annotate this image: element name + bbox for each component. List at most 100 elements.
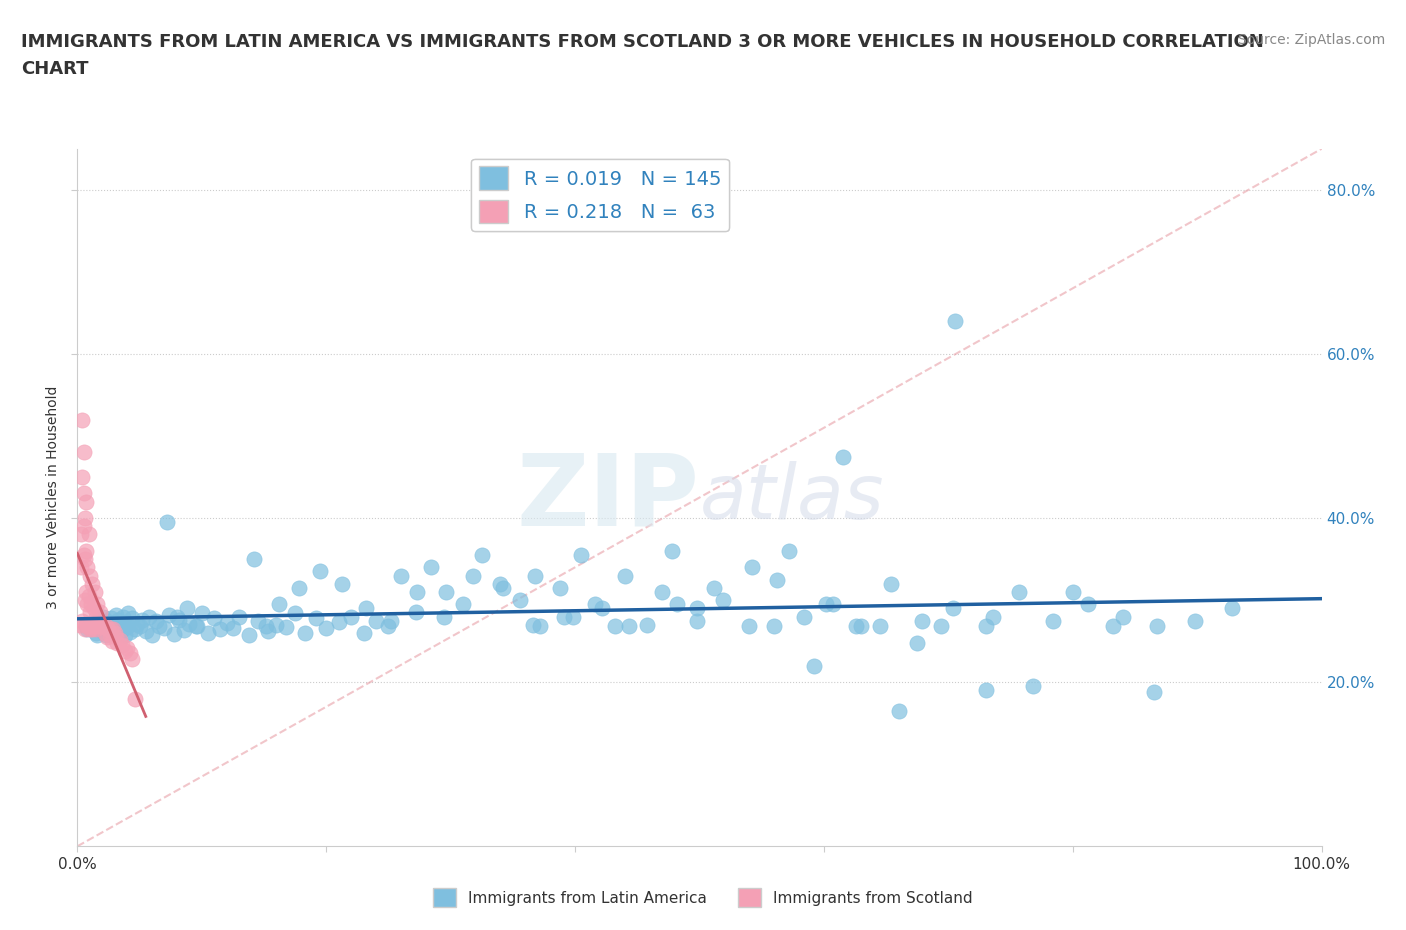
Point [340,609,363,624]
Point [741,560,763,575]
Point [451,597,474,612]
Point [110,618,132,632]
Text: Source: ZipAtlas.com: Source: ZipAtlas.com [1237,33,1385,46]
Text: IMMIGRANTS FROM LATIN AMERICA VS IMMIGRANTS FROM SCOTLAND 3 OR MORE VEHICLES IN : IMMIGRANTS FROM LATIN AMERICA VS IMMIGRA… [21,33,1264,50]
Point [89,605,111,620]
Point [83,601,105,616]
Point [80,597,103,612]
Point [1101,619,1123,634]
Point [111,622,134,637]
Point [1008,584,1031,599]
Point [115,619,138,634]
Point [114,644,136,658]
Point [202,611,225,626]
Point [929,619,952,634]
Point [104,620,127,635]
Point [114,627,136,642]
Point [69,618,91,632]
Point [75,494,97,509]
Point [128,619,150,634]
Point [738,619,761,634]
Point [169,612,191,627]
Point [90,619,112,634]
Point [583,597,606,612]
Point [309,564,332,578]
Point [778,543,800,558]
Point [148,618,170,633]
Point [433,609,456,624]
Point [228,609,250,624]
Point [561,609,583,624]
Point [651,584,673,599]
Point [70,560,93,575]
Point [79,618,101,632]
Point [332,577,354,591]
Point [1077,597,1099,612]
Point [553,609,575,624]
Point [141,627,163,642]
Point [157,607,180,622]
Point [529,619,551,634]
Point [1042,613,1064,628]
Point [315,620,337,635]
Point [246,613,269,628]
Point [880,577,903,591]
Point [138,609,160,624]
Point [82,577,104,591]
Point [845,619,868,634]
Point [328,615,350,630]
Point [153,620,176,635]
Point [124,621,146,636]
Point [569,548,592,563]
Point [821,597,844,612]
Point [86,597,108,612]
Point [686,613,709,628]
Point [686,601,709,616]
Point [524,568,547,583]
Point [405,605,427,620]
Point [103,621,125,636]
Point [222,620,245,635]
Point [943,313,966,328]
Point [266,618,288,632]
Point [117,605,139,620]
Point [156,514,179,529]
Point [353,626,375,641]
Point [238,627,260,642]
Point [72,613,94,628]
Point [115,615,138,630]
Point [256,619,278,634]
Point [79,568,101,583]
Point [76,619,98,634]
Point [197,626,219,641]
Point [1022,679,1045,694]
Point [98,627,121,642]
Point [73,592,96,607]
Legend: R = 0.019   N = 145, R = 0.218   N =  63: R = 0.019 N = 145, R = 0.218 N = 63 [471,158,728,232]
Point [125,617,148,631]
Point [83,619,105,634]
Point [87,619,110,634]
Point [83,584,105,599]
Point [765,572,787,587]
Point [94,619,117,634]
Point [72,412,94,427]
Point [461,568,484,583]
Point [75,618,97,632]
Point [76,560,98,575]
Point [77,527,100,542]
Point [73,551,96,566]
Point [803,658,825,673]
Point [364,613,387,628]
Point [209,621,232,636]
Point [131,612,153,627]
Point [166,609,188,624]
Point [105,635,128,650]
Y-axis label: 3 or more Vehicles in Household: 3 or more Vehicles in Household [46,386,60,609]
Point [83,619,105,634]
Point [284,605,307,620]
Point [613,568,636,583]
Point [163,626,186,641]
Point [905,635,928,650]
Point [1220,601,1243,616]
